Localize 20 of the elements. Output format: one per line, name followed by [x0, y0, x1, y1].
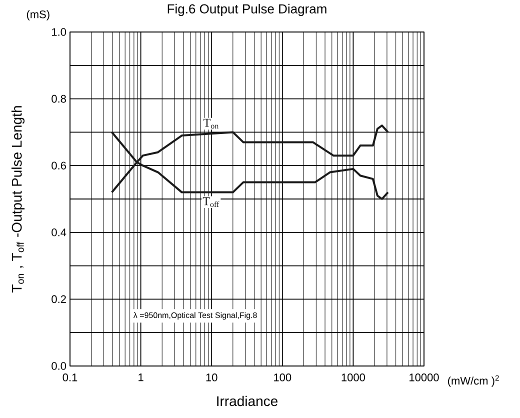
- annotation: λ =950nm,Optical Test Signal,Fig.8: [133, 312, 257, 320]
- y-tick-label: 0.0: [52, 362, 66, 370]
- series-label: T$_{on}$: [204, 118, 219, 129]
- y-tick-label: 0.8: [52, 94, 66, 103]
- y-tick-label: 0.4: [52, 228, 66, 236]
- x-tick-label: 1: [138, 374, 144, 382]
- y-axis-title: T$_{on}$ , T$_{off}$ -Output Pulse Length: [11, 106, 25, 292]
- x-tick-label: 0.1: [62, 374, 78, 382]
- x-tick-label: 10000: [410, 374, 439, 382]
- x-axis-title: Irradiance: [217, 396, 278, 406]
- x-tick-label: 100: [274, 374, 292, 382]
- x-tick-label: 1000: [342, 374, 365, 382]
- series-label: T$_{off}$: [202, 197, 220, 208]
- text: (mS): [26, 10, 50, 20]
- y-tick-label: 1.0: [52, 28, 66, 36]
- chart-title: Fig.6 Output Pulse Diagram: [168, 4, 326, 16]
- x-tick-label: 10: [206, 374, 218, 382]
- y-tick-label: 0.2: [52, 295, 66, 304]
- text: (mW/cm )$^{2}$: [448, 375, 499, 387]
- y-tick-label: 0.6: [52, 162, 66, 170]
